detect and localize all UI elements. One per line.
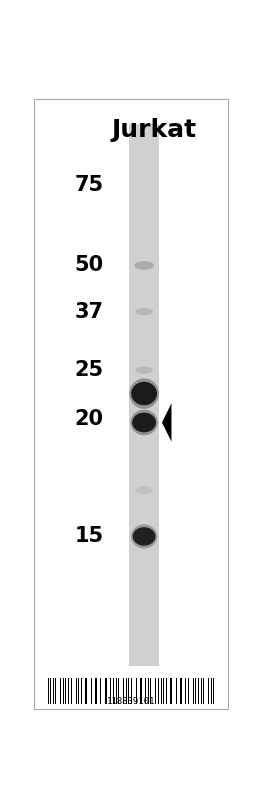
- Bar: [68, 678, 69, 704]
- Bar: [71, 678, 72, 704]
- Bar: [193, 678, 194, 704]
- Bar: [91, 678, 92, 704]
- Bar: [158, 678, 159, 704]
- Bar: [118, 678, 119, 704]
- Bar: [76, 678, 77, 704]
- Text: 20: 20: [74, 410, 103, 430]
- Bar: [198, 678, 199, 704]
- Bar: [131, 678, 132, 704]
- Bar: [84, 678, 86, 704]
- Ellipse shape: [135, 486, 153, 494]
- Ellipse shape: [132, 413, 156, 432]
- Ellipse shape: [134, 261, 154, 270]
- Bar: [211, 678, 212, 704]
- Bar: [53, 678, 54, 704]
- Ellipse shape: [133, 527, 155, 546]
- Bar: [148, 678, 149, 704]
- Bar: [171, 678, 172, 704]
- Bar: [78, 678, 79, 704]
- Polygon shape: [162, 403, 172, 442]
- Bar: [163, 678, 164, 704]
- Bar: [166, 678, 167, 704]
- Bar: [65, 678, 66, 704]
- Bar: [179, 678, 181, 704]
- Ellipse shape: [129, 378, 159, 409]
- Text: Jurkat: Jurkat: [111, 118, 197, 142]
- Bar: [81, 678, 82, 704]
- Bar: [176, 678, 177, 704]
- Bar: [55, 678, 56, 704]
- Ellipse shape: [131, 525, 157, 549]
- Ellipse shape: [131, 382, 157, 406]
- Ellipse shape: [135, 366, 153, 374]
- Bar: [123, 678, 124, 704]
- Bar: [50, 678, 51, 704]
- Bar: [128, 678, 129, 704]
- Bar: [86, 678, 87, 704]
- Bar: [106, 678, 108, 704]
- Ellipse shape: [130, 410, 158, 435]
- Bar: [110, 678, 111, 704]
- Bar: [100, 678, 101, 704]
- Bar: [129, 124, 159, 666]
- Bar: [208, 678, 209, 704]
- Bar: [213, 678, 214, 704]
- Ellipse shape: [135, 308, 153, 315]
- Bar: [181, 678, 182, 704]
- Text: 37: 37: [74, 302, 103, 322]
- Text: 50: 50: [74, 255, 103, 275]
- Bar: [188, 678, 189, 704]
- Bar: [195, 678, 196, 704]
- Bar: [185, 678, 186, 704]
- Bar: [136, 678, 137, 704]
- Bar: [113, 678, 114, 704]
- Text: 25: 25: [74, 360, 103, 380]
- Bar: [145, 678, 146, 704]
- Bar: [94, 678, 96, 704]
- Bar: [140, 678, 141, 704]
- Bar: [96, 678, 97, 704]
- Bar: [201, 678, 202, 704]
- Bar: [155, 678, 156, 704]
- Bar: [141, 678, 142, 704]
- Text: 15: 15: [74, 526, 103, 546]
- Bar: [104, 678, 106, 704]
- Bar: [63, 678, 64, 704]
- Bar: [126, 678, 127, 704]
- Bar: [203, 678, 204, 704]
- Bar: [116, 678, 118, 704]
- Bar: [150, 678, 151, 704]
- Text: 118839101: 118839101: [107, 697, 155, 706]
- Bar: [60, 678, 61, 704]
- Text: 75: 75: [74, 175, 103, 195]
- Bar: [48, 678, 49, 704]
- Bar: [169, 678, 171, 704]
- Bar: [161, 678, 162, 704]
